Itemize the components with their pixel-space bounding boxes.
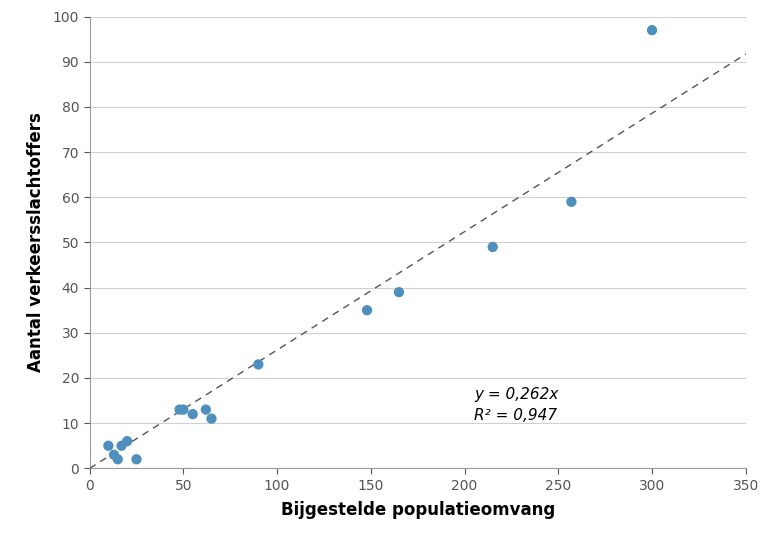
X-axis label: Bijgestelde populatieomvang: Bijgestelde populatieomvang bbox=[280, 501, 555, 519]
Point bbox=[121, 437, 133, 446]
Point bbox=[130, 455, 142, 464]
Point bbox=[206, 414, 218, 423]
Point bbox=[361, 306, 373, 314]
Point bbox=[565, 197, 578, 206]
Point bbox=[393, 288, 405, 296]
Point bbox=[487, 243, 499, 252]
Point bbox=[112, 455, 124, 464]
Point bbox=[177, 405, 189, 414]
Point bbox=[116, 441, 128, 450]
Text: y = 0,262x
R² = 0,947: y = 0,262x R² = 0,947 bbox=[474, 387, 558, 423]
Point bbox=[102, 441, 115, 450]
Point bbox=[108, 451, 120, 459]
Point bbox=[646, 26, 658, 35]
Point bbox=[186, 410, 199, 418]
Point bbox=[199, 405, 212, 414]
Y-axis label: Aantal verkeersslachtoffers: Aantal verkeersslachtoffers bbox=[26, 113, 45, 372]
Point bbox=[173, 405, 186, 414]
Point bbox=[253, 360, 265, 369]
